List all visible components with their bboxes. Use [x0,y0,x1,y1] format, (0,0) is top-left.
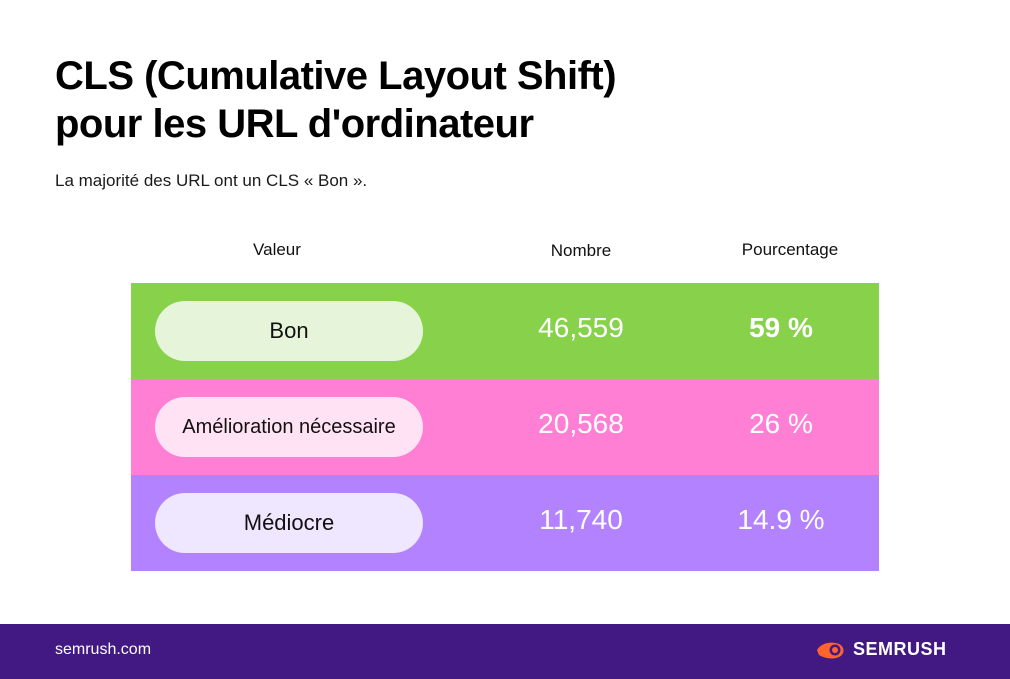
semrush-flame-icon [817,642,844,658]
cls-table: Bon 46,559 59 % Amélioration nécessaire … [131,283,879,571]
percent-cell: 14.9 % [737,504,825,535]
count-cell: 20,568 [538,408,624,439]
value-pill: Amélioration nécessaire [155,397,423,457]
footer-url: semrush.com [55,641,152,658]
subtitle: La majorité des URL ont un CLS « Bon ». [55,171,368,190]
count-cell: 46,559 [538,312,624,343]
brand-name: SEMRUSH [853,639,947,659]
table-row-amelioration: Amélioration nécessaire 20,568 26 % [131,379,879,475]
value-pill: Bon [155,301,423,361]
column-header-nombre: Nombre [550,241,612,260]
table-row-bon: Bon 46,559 59 % [131,283,879,379]
footer: semrush.com SEMRUSH [0,624,1010,679]
percent-cell: 26 % [749,408,813,439]
count-cell: 11,740 [539,504,623,535]
semrush-logo: SEMRUSH [815,639,947,660]
column-header-pourcentage: Pourcentage [741,240,839,259]
page-title: CLS (Cumulative Layout Shift) pour les U… [55,52,815,148]
percent-cell: 59 % [749,312,813,343]
value-pill: Médiocre [155,493,423,553]
title-line-2: pour les URL d'ordinateur [55,102,534,146]
column-header-valeur: Valeur [253,240,301,259]
title-line-1: CLS (Cumulative Layout Shift) [55,54,617,98]
table-row-mediocre: Médiocre 11,740 14.9 % [131,475,879,571]
